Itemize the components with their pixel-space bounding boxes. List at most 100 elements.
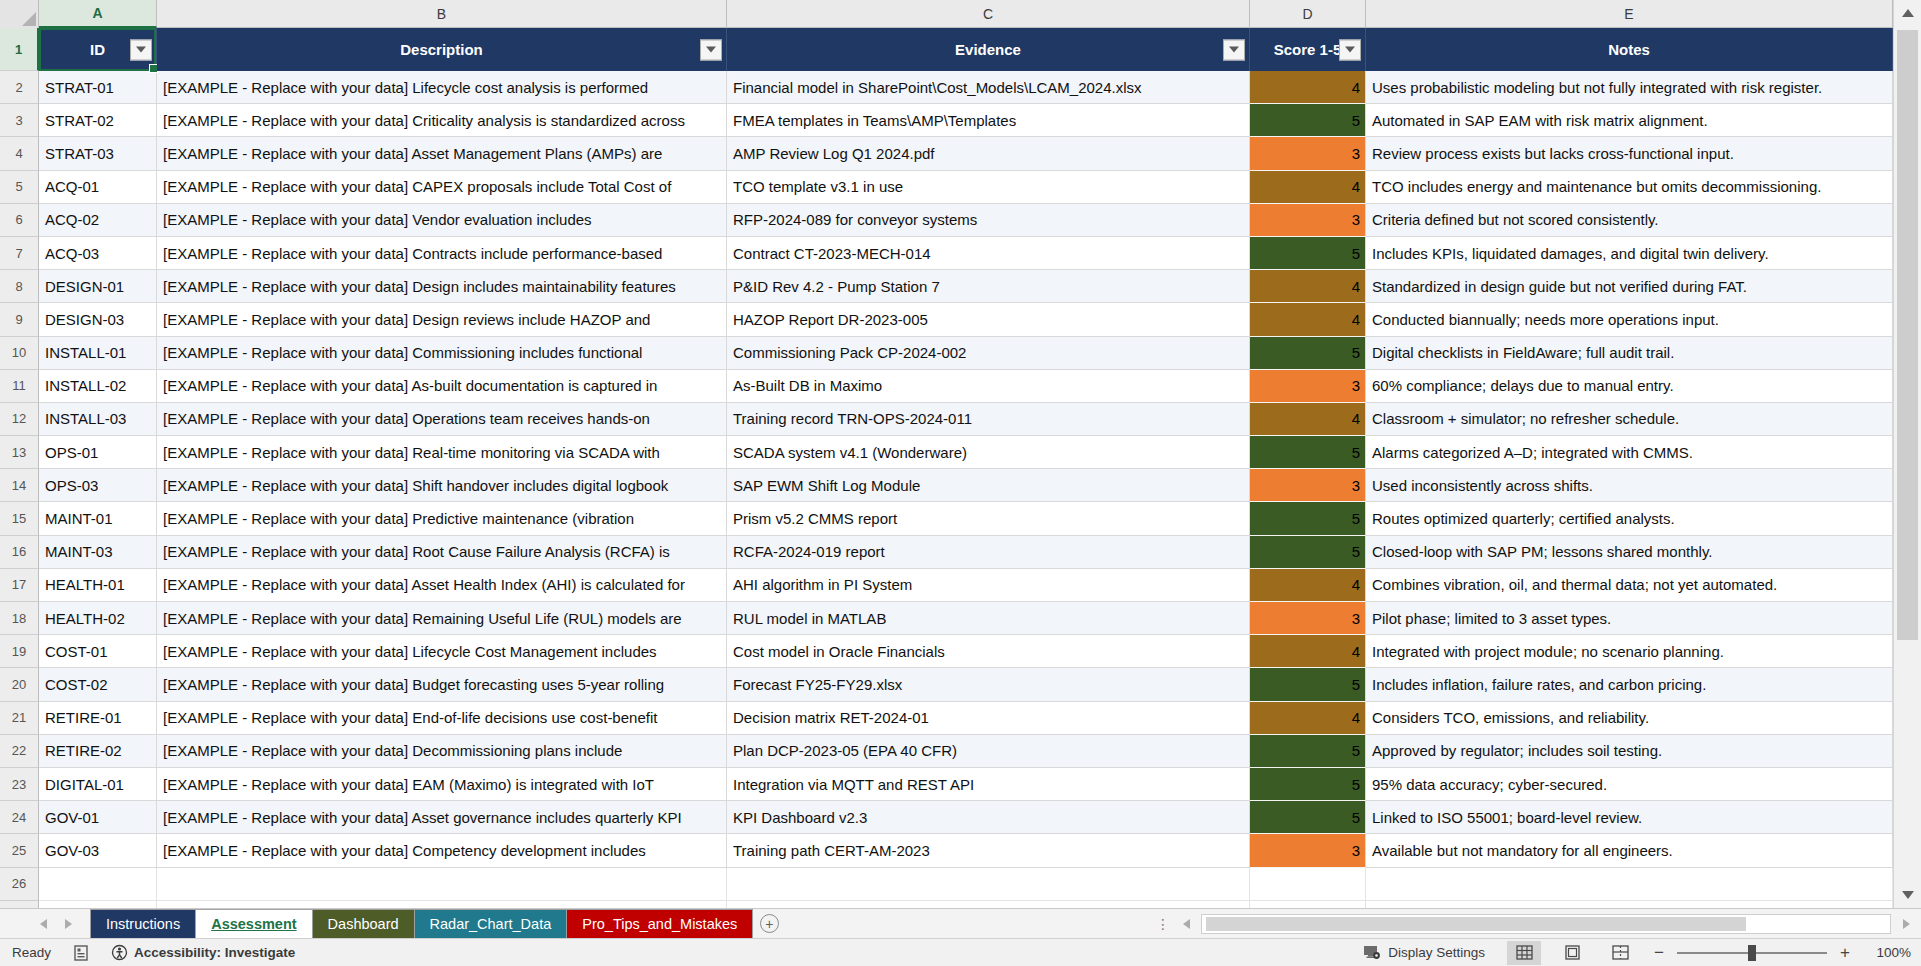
- cell-score[interactable]: 4: [1250, 171, 1366, 204]
- cell-evidence[interactable]: Cost model in Oracle Financials: [727, 635, 1250, 668]
- cell-description[interactable]: [EXAMPLE - Replace with your data] Budge…: [157, 668, 727, 701]
- cell-evidence[interactable]: Prism v5.2 CMMS report: [727, 502, 1250, 535]
- cell-id[interactable]: DIGITAL-01: [39, 768, 157, 801]
- cell-score[interactable]: 3: [1250, 137, 1366, 170]
- row-number-21[interactable]: 21: [0, 702, 39, 735]
- cell-score[interactable]: 3: [1250, 602, 1366, 635]
- row-number-12[interactable]: 12: [0, 403, 39, 436]
- cell-notes[interactable]: Includes KPIs, liquidated damages, and d…: [1366, 237, 1893, 270]
- cell-id[interactable]: STRAT-01: [39, 71, 157, 104]
- cell-id[interactable]: COST-01: [39, 635, 157, 668]
- cell-score[interactable]: 3: [1250, 469, 1366, 502]
- cell-notes[interactable]: Integrated with project module; no scena…: [1366, 635, 1893, 668]
- new-sheet-button[interactable]: +: [752, 909, 786, 938]
- scroll-down-button[interactable]: [1894, 882, 1921, 908]
- row-number-25[interactable]: 25: [0, 834, 39, 867]
- hscroll-right-button[interactable]: [1899, 919, 1913, 929]
- filter-button-evidence[interactable]: [1223, 39, 1245, 60]
- cell-evidence[interactable]: RUL model in MATLAB: [727, 602, 1250, 635]
- cell-score[interactable]: 4: [1250, 303, 1366, 336]
- cell-score[interactable]: 5: [1250, 337, 1366, 370]
- zoom-in-button[interactable]: +: [1837, 943, 1853, 963]
- cell-evidence[interactable]: AHI algorithm in PI System: [727, 569, 1250, 602]
- row-number-10[interactable]: 10: [0, 337, 39, 370]
- cell-notes[interactable]: Used inconsistently across shifts.: [1366, 469, 1893, 502]
- cell-notes[interactable]: Routes optimized quarterly; certified an…: [1366, 502, 1893, 535]
- cell-score[interactable]: 4: [1250, 270, 1366, 303]
- cell-notes[interactable]: Standardized in design guide but not ver…: [1366, 270, 1893, 303]
- cell-id[interactable]: ACQ-01: [39, 171, 157, 204]
- cell-evidence[interactable]: As-Built DB in Maximo: [727, 370, 1250, 403]
- row-number-9[interactable]: 9: [0, 303, 39, 336]
- cell-notes[interactable]: Closed-loop with SAP PM; lessons shared …: [1366, 536, 1893, 569]
- horizontal-scrollbar[interactable]: [1201, 914, 1891, 934]
- filter-button-id[interactable]: [130, 39, 152, 60]
- cell-score[interactable]: 5: [1250, 668, 1366, 701]
- column-header-D[interactable]: D: [1250, 0, 1366, 28]
- cell-evidence[interactable]: Training path CERT-AM-2023: [727, 834, 1250, 867]
- cell-empty[interactable]: [1366, 868, 1893, 901]
- cell-empty[interactable]: [39, 868, 157, 901]
- row-number-13[interactable]: 13: [0, 436, 39, 469]
- cell-empty[interactable]: [727, 868, 1250, 901]
- cell-description[interactable]: [EXAMPLE - Replace with your data] Compe…: [157, 834, 727, 867]
- cell-evidence[interactable]: AMP Review Log Q1 2024.pdf: [727, 137, 1250, 170]
- cell-score[interactable]: 5: [1250, 536, 1366, 569]
- cell-description[interactable]: [EXAMPLE - Replace with your data] Criti…: [157, 104, 727, 137]
- cell-description[interactable]: [EXAMPLE - Replace with your data] Asset…: [157, 801, 727, 834]
- cell-score[interactable]: 4: [1250, 569, 1366, 602]
- cell-notes[interactable]: Digital checklists in FieldAware; full a…: [1366, 337, 1893, 370]
- row-number-23[interactable]: 23: [0, 768, 39, 801]
- cell-evidence[interactable]: KPI Dashboard v2.3: [727, 801, 1250, 834]
- select-all-corner[interactable]: [0, 0, 39, 28]
- cell-description[interactable]: [EXAMPLE - Replace with your data] Vendo…: [157, 204, 727, 237]
- cell-description[interactable]: [EXAMPLE - Replace with your data] Remai…: [157, 602, 727, 635]
- vertical-scrollbar-thumb[interactable]: [1897, 30, 1918, 640]
- cell-id[interactable]: COST-02: [39, 668, 157, 701]
- row-number-20[interactable]: 20: [0, 668, 39, 701]
- cell-id[interactable]: RETIRE-01: [39, 702, 157, 735]
- cell-evidence[interactable]: Integration via MQTT and REST API: [727, 768, 1250, 801]
- sheet-tab-assessment[interactable]: Assessment: [195, 909, 312, 938]
- cell-score[interactable]: 5: [1250, 768, 1366, 801]
- cell-id[interactable]: DESIGN-03: [39, 303, 157, 336]
- sheet-tab-radar_chart_data[interactable]: Radar_Chart_Data: [414, 909, 568, 938]
- cell-id[interactable]: ACQ-03: [39, 237, 157, 270]
- cell-evidence[interactable]: FMEA templates in Teams\AMP\Templates: [727, 104, 1250, 137]
- cell-empty[interactable]: [1250, 868, 1366, 901]
- cell-notes[interactable]: Automated in SAP EAM with risk matrix al…: [1366, 104, 1893, 137]
- column-header-A[interactable]: A: [39, 0, 157, 28]
- cell-evidence[interactable]: Financial model in SharePoint\Cost_Model…: [727, 71, 1250, 104]
- cell-id[interactable]: INSTALL-01: [39, 337, 157, 370]
- cell-notes[interactable]: Considers TCO, emissions, and reliabilit…: [1366, 702, 1893, 735]
- cell-id[interactable]: INSTALL-02: [39, 370, 157, 403]
- cell-description[interactable]: [EXAMPLE - Replace with your data] End-o…: [157, 702, 727, 735]
- cell-evidence[interactable]: Training record TRN-OPS-2024-011: [727, 403, 1250, 436]
- cell-empty[interactable]: [1250, 901, 1366, 908]
- cell-description[interactable]: [EXAMPLE - Replace with your data] Predi…: [157, 502, 727, 535]
- column-header-B[interactable]: B: [157, 0, 727, 28]
- record-macro-icon[interactable]: [73, 945, 89, 961]
- row-number-1[interactable]: 1: [0, 28, 39, 71]
- row-number-7[interactable]: 7: [0, 237, 39, 270]
- column-header-E[interactable]: E: [1366, 0, 1893, 28]
- row-number-26[interactable]: 26: [0, 868, 39, 901]
- cell-description[interactable]: [EXAMPLE - Replace with your data] Decom…: [157, 735, 727, 768]
- cell-evidence[interactable]: HAZOP Report DR-2023-005: [727, 303, 1250, 336]
- cell-score[interactable]: 5: [1250, 436, 1366, 469]
- cell-id[interactable]: MAINT-03: [39, 536, 157, 569]
- cell-evidence[interactable]: RFP-2024-089 for conveyor systems: [727, 204, 1250, 237]
- cell-empty[interactable]: [39, 901, 157, 908]
- zoom-slider[interactable]: [1677, 952, 1827, 954]
- cell-id[interactable]: HEALTH-01: [39, 569, 157, 602]
- row-number-8[interactable]: 8: [0, 270, 39, 303]
- cell-id[interactable]: DESIGN-01: [39, 270, 157, 303]
- cell-score[interactable]: 5: [1250, 801, 1366, 834]
- display-settings-button[interactable]: Display Settings: [1355, 942, 1493, 963]
- cell-description[interactable]: [EXAMPLE - Replace with your data] Shift…: [157, 469, 727, 502]
- accessibility-status[interactable]: Accessibility: Investigate: [111, 944, 295, 961]
- header-cell-notes[interactable]: Notes: [1366, 28, 1893, 71]
- cell-score[interactable]: 4: [1250, 403, 1366, 436]
- cell-notes[interactable]: Criteria defined but not scored consiste…: [1366, 204, 1893, 237]
- cell-evidence[interactable]: Decision matrix RET-2024-01: [727, 702, 1250, 735]
